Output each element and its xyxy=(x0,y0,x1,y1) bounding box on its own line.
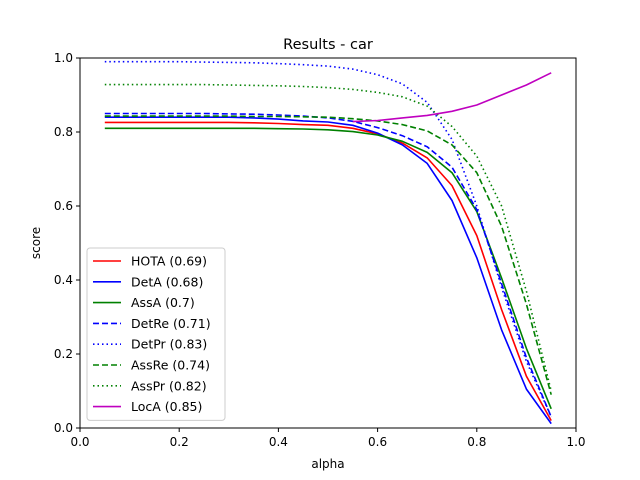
x-axis-label: alpha xyxy=(311,457,344,471)
chart-title: Results - car xyxy=(283,37,373,53)
y-tick-label: 0.0 xyxy=(54,421,73,435)
x-tick-label: 0.6 xyxy=(368,435,387,449)
axes-frame xyxy=(79,57,577,429)
x-tick-label: 0.0 xyxy=(70,435,89,449)
y-tick-label: 0.4 xyxy=(54,273,73,287)
legend-entry: DetA (0.68) xyxy=(131,274,203,289)
legend-entry: DetPr (0.83) xyxy=(131,337,207,352)
series-line-detre xyxy=(104,112,552,418)
series-line-deta xyxy=(104,116,552,425)
x-tick-label: 0.8 xyxy=(467,435,486,449)
legend-entry: AssA (0.7) xyxy=(131,295,195,310)
legend-entry: DetRe (0.71) xyxy=(131,316,211,331)
y-axis-ticks: 0.0 0.2 0.4 0.6 0.8 1.0 xyxy=(54,51,80,435)
series-line-loca xyxy=(352,72,552,123)
series-layer xyxy=(104,60,552,425)
y-tick-label: 0.6 xyxy=(54,199,73,213)
x-tick-label: 1.0 xyxy=(566,435,585,449)
legend: HOTA (0.69) DetA (0.68) AssA (0.7) DetRe (0… xyxy=(86,247,226,421)
series-line-hota xyxy=(104,121,552,421)
x-tick-label: 0.4 xyxy=(269,435,288,449)
x-axis-ticks: 0.0 0.2 0.4 0.6 0.8 1.0 xyxy=(70,428,586,449)
y-axis-label: score xyxy=(29,227,43,259)
x-tick-label: 0.2 xyxy=(170,435,189,449)
y-tick-label: 0.8 xyxy=(54,125,73,139)
series-line-detpr xyxy=(104,60,552,418)
legend-box xyxy=(86,247,226,421)
legend-entry: AssPr (0.82) xyxy=(131,378,207,393)
y-tick-label: 0.2 xyxy=(54,347,73,361)
series-line-assre xyxy=(104,115,552,395)
y-tick-label: 1.0 xyxy=(54,51,73,65)
legend-entry: HOTA (0.69) xyxy=(131,254,207,269)
legend-entry: AssRe (0.74) xyxy=(131,358,210,373)
legend-entry: LocA (0.85) xyxy=(131,399,202,414)
